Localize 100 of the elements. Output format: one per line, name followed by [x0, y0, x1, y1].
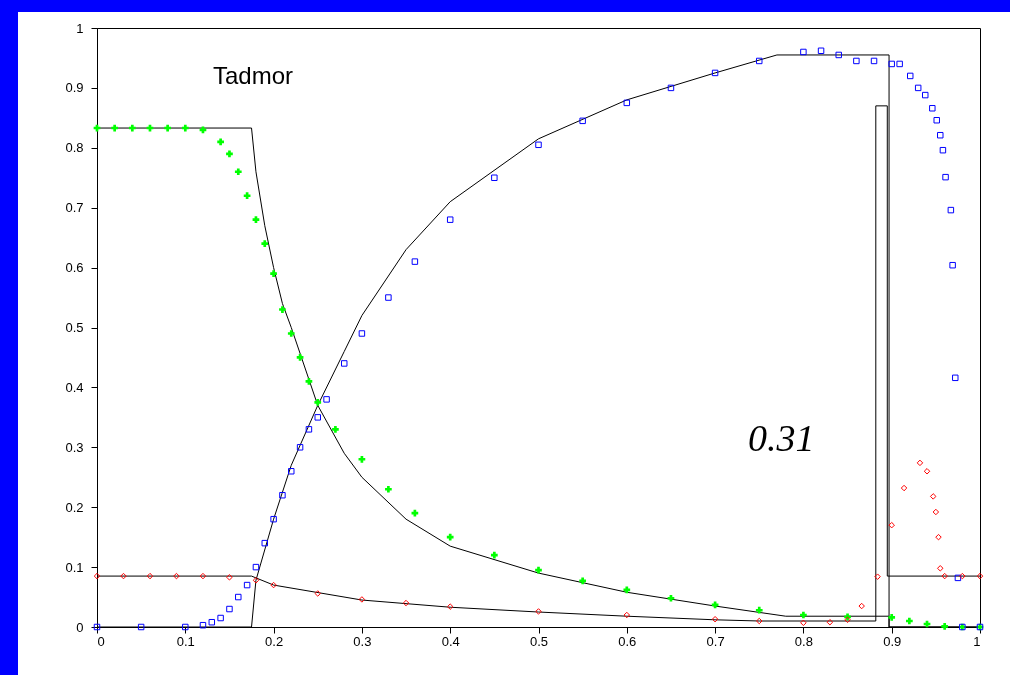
point	[935, 533, 942, 541]
point	[826, 618, 834, 626]
point	[800, 619, 807, 627]
point	[296, 444, 304, 451]
point	[623, 611, 631, 619]
point	[93, 572, 101, 580]
point	[234, 168, 242, 176]
point	[756, 57, 763, 65]
point	[358, 596, 366, 603]
point	[623, 99, 631, 107]
point	[756, 617, 763, 625]
point	[853, 57, 860, 65]
point	[954, 574, 962, 582]
point	[358, 455, 366, 463]
point	[959, 572, 966, 580]
x-tick-label: 0.8	[794, 633, 813, 649]
point	[270, 515, 277, 523]
point	[949, 261, 956, 269]
y-tick-label: 0.3	[65, 439, 84, 455]
x-tick-label: 0.9	[883, 633, 902, 649]
point	[385, 485, 392, 493]
point	[208, 618, 216, 626]
point	[929, 493, 937, 500]
point	[226, 574, 233, 581]
point	[181, 124, 189, 132]
point	[332, 425, 339, 433]
point	[270, 270, 277, 277]
x-tick-label: 0.3	[353, 633, 372, 649]
point	[579, 117, 586, 125]
x-tick-label: 0.6	[618, 633, 637, 649]
point	[491, 551, 498, 559]
point	[817, 47, 825, 54]
point	[711, 601, 719, 609]
x-tick-label: 0.5	[529, 633, 549, 649]
point	[243, 581, 251, 589]
point	[314, 414, 321, 421]
x-tick-label: 0	[97, 633, 105, 649]
point	[711, 69, 719, 77]
point	[323, 396, 330, 403]
point	[261, 240, 269, 247]
point	[667, 594, 675, 602]
point	[279, 306, 286, 313]
point	[120, 572, 127, 580]
point	[933, 117, 940, 124]
x-tick-label: 0.2	[265, 633, 284, 649]
point	[287, 330, 295, 337]
point	[870, 57, 878, 65]
point	[535, 566, 542, 574]
point	[941, 623, 949, 630]
y-tick-label: 1	[76, 20, 84, 36]
point	[402, 599, 410, 607]
point	[252, 577, 260, 584]
point	[243, 192, 251, 200]
point	[173, 572, 180, 580]
y-tick-label: 0.5	[65, 320, 84, 335]
point	[261, 539, 269, 547]
point	[341, 360, 348, 367]
point	[446, 533, 454, 541]
point	[858, 602, 865, 610]
point	[146, 572, 154, 580]
point	[623, 586, 631, 594]
y-tick-label: 0.6	[65, 260, 84, 276]
point	[976, 572, 984, 580]
point	[314, 399, 322, 406]
point	[923, 468, 931, 475]
point	[932, 508, 940, 516]
annotation: 0.31	[748, 417, 815, 459]
y-tick-label: 0	[76, 619, 84, 635]
x-tick-label: 1	[973, 633, 981, 649]
point	[939, 146, 947, 154]
point	[296, 354, 304, 361]
point	[226, 605, 233, 613]
point	[182, 623, 189, 631]
point	[535, 141, 542, 149]
y-tick-label: 0.9	[65, 80, 84, 96]
point	[288, 468, 295, 475]
point	[446, 216, 454, 223]
point	[270, 581, 277, 589]
y-tick-label: 0.8	[65, 140, 84, 156]
point	[888, 614, 896, 621]
point	[916, 459, 924, 467]
point	[446, 603, 454, 610]
point	[314, 590, 321, 597]
point	[922, 91, 929, 99]
point	[900, 484, 908, 492]
point	[491, 174, 498, 181]
y-tick-label: 0.1	[65, 559, 84, 575]
point	[755, 606, 763, 614]
point	[137, 623, 145, 631]
point	[358, 330, 366, 337]
point	[111, 124, 119, 132]
point	[929, 105, 936, 112]
point	[914, 84, 922, 92]
point	[279, 491, 286, 499]
point	[411, 509, 419, 517]
annotation: Tadmor	[213, 62, 294, 89]
point	[199, 621, 207, 629]
point	[199, 572, 207, 580]
point	[252, 216, 260, 224]
point	[896, 60, 903, 68]
